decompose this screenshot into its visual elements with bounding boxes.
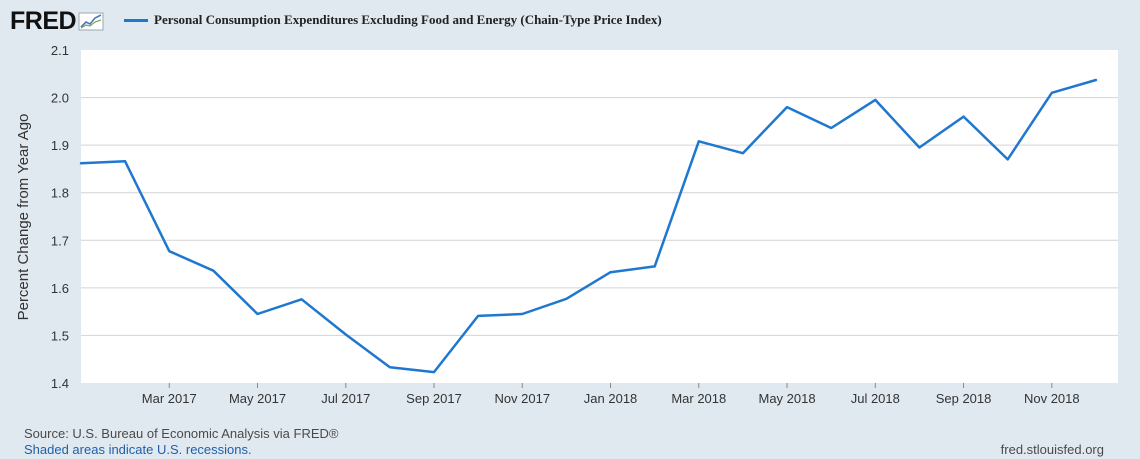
fred-logo-text: FRED: [10, 7, 77, 35]
y-tick-label: 2.0: [51, 91, 69, 106]
recession-note-link[interactable]: Shaded areas indicate U.S. recessions.: [24, 442, 252, 457]
legend-swatch: [124, 18, 148, 22]
x-tick-label: May 2017: [229, 391, 286, 406]
y-tick-label: 1.8: [51, 186, 69, 201]
y-tick-label: 1.4: [51, 376, 69, 391]
chart-footer: Source: U.S. Bureau of Economic Analysis…: [24, 426, 338, 458]
fred-graph-icon: [78, 12, 104, 31]
chart-legend: Personal Consumption Expenditures Exclud…: [124, 12, 662, 28]
x-tick-label: Nov 2018: [1024, 391, 1080, 406]
x-tick-label: Mar 2018: [671, 391, 726, 406]
x-tick-label: May 2018: [758, 391, 815, 406]
data-points: [80, 79, 1096, 373]
y-tick-label: 1.7: [51, 233, 69, 248]
y-tick-label: 1.6: [51, 281, 69, 296]
source-text: Source: U.S. Bureau of Economic Analysis…: [24, 426, 339, 441]
y-tick-label: 2.1: [51, 43, 69, 58]
line-chart[interactable]: 1.4 1.5 1.6 1.7 1.8 1.9 2.0 2.1 Mar 2017 May 201…: [0, 0, 1140, 420]
y-axis-ticks: 1.4 1.5 1.6 1.7 1.8 1.9 2.0 2.1: [51, 43, 69, 391]
x-tick-label: Nov 2017: [494, 391, 550, 406]
y-tick-label: 1.9: [51, 138, 69, 153]
y-gridlines: [81, 97, 1118, 336]
x-tick-label: Sep 2017: [406, 391, 462, 406]
legend-label: Personal Consumption Expenditures Exclud…: [154, 12, 662, 27]
x-tick-label: Jan 2018: [584, 391, 638, 406]
x-tick-label: Jul 2017: [321, 391, 370, 406]
series-line[interactable]: [79, 78, 1098, 374]
y-axis-label: Percent Change from Year Ago: [15, 114, 32, 321]
x-tick-label: Sep 2018: [936, 391, 992, 406]
fred-logo[interactable]: FRED: [10, 6, 104, 36]
y-tick-label: 1.5: [51, 328, 69, 343]
x-tick-label: Jul 2018: [851, 391, 900, 406]
x-tick-label: Mar 2017: [142, 391, 197, 406]
x-axis-ticks: Mar 2017 May 2017 Jul 2017 Sep 2017 Nov 2017…: [142, 383, 1080, 406]
fred-url-link[interactable]: fred.stlouisfed.org: [1000, 442, 1104, 457]
plot-area: [81, 50, 1118, 383]
